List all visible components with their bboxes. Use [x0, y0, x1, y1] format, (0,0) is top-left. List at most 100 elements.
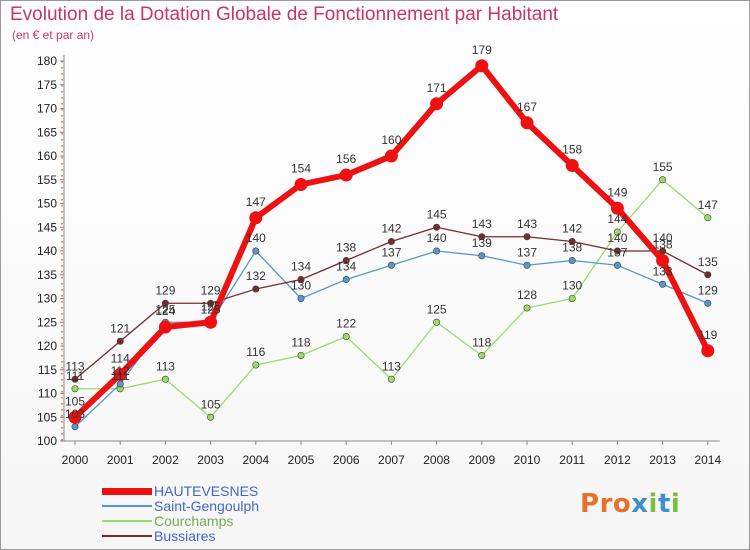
proxiti-logo: Proxiti [580, 489, 680, 519]
data-point [656, 254, 670, 267]
x-tick-label: 2002 [152, 453, 179, 467]
legend-label: Saint-Gengoulph [154, 498, 260, 514]
data-label: 134 [291, 260, 311, 274]
data-point [433, 247, 441, 255]
logo-letter: t [657, 489, 671, 519]
data-point [478, 351, 486, 359]
data-label: 171 [427, 81, 447, 95]
data-label: 138 [653, 238, 673, 252]
data-label: 103 [65, 407, 85, 421]
data-label: 130 [291, 279, 311, 293]
legend-swatch [102, 505, 152, 507]
x-tick-label: 2001 [107, 453, 134, 467]
series-line-saint-gengoulph [74, 250, 709, 428]
y-tick-label: 140 [37, 244, 57, 258]
data-point [475, 59, 489, 73]
x-tick-label: 2000 [62, 453, 89, 467]
data-label: 155 [653, 160, 673, 174]
y-tick-label: 155 [37, 173, 57, 187]
x-tick-label: 2004 [242, 453, 269, 467]
series-layer [68, 59, 715, 431]
data-label: 137 [517, 245, 537, 259]
data-point [523, 233, 531, 241]
legend-swatch [102, 520, 152, 522]
data-label: 118 [291, 336, 310, 350]
data-point [610, 201, 624, 215]
data-label: 156 [336, 152, 356, 166]
data-point [158, 320, 172, 334]
legend-label: HAUTEVESNES [154, 483, 259, 499]
data-label: 114 [111, 352, 130, 366]
data-label: 128 [517, 288, 537, 302]
logo-letter: i [648, 489, 658, 519]
data-point [113, 368, 127, 381]
data-label: 134 [336, 260, 356, 274]
data-label: 142 [562, 222, 582, 236]
logo-letter: o [612, 489, 632, 519]
data-label: 167 [517, 100, 537, 114]
data-point [297, 351, 305, 359]
data-label: 142 [381, 222, 401, 236]
data-point [613, 247, 621, 255]
y-tick-label: 130 [37, 292, 57, 306]
data-point [568, 256, 576, 264]
data-point [387, 238, 395, 246]
data-point [523, 304, 531, 312]
data-label: 179 [472, 43, 492, 57]
data-point [523, 261, 531, 269]
data-point [387, 375, 395, 383]
data-label: 154 [291, 162, 311, 176]
data-label: 118 [472, 336, 491, 350]
data-label: 105 [201, 397, 221, 411]
data-label: 132 [246, 269, 266, 283]
data-label: 129 [201, 283, 221, 297]
data-label: 125 [201, 302, 221, 316]
data-point [116, 337, 124, 345]
y-tick-label: 165 [37, 125, 57, 139]
chart-title: Evolution de la Dotation Globale de Fonc… [10, 4, 559, 25]
data-label: 139 [472, 236, 492, 250]
data-labels: 111 1111131051161181221131251181281301441… [65, 43, 718, 421]
data-point [704, 271, 712, 279]
y-tick-label: 110 [38, 387, 57, 401]
x-tick-label: 2005 [288, 453, 315, 467]
logo-letter: r [599, 489, 613, 519]
data-label: 140 [427, 231, 447, 245]
data-label: 130 [562, 279, 582, 293]
data-point [207, 299, 215, 307]
legend-swatch [102, 487, 152, 495]
data-point [252, 247, 260, 255]
x-tick-label: 2012 [604, 453, 631, 467]
data-label: 135 [698, 255, 718, 269]
data-point [387, 261, 395, 269]
legend-swatch [102, 535, 152, 537]
data-point [297, 275, 305, 283]
data-label: 144 [607, 212, 627, 226]
data-label: 111 [111, 369, 130, 383]
x-tick-label: 2011 [559, 453, 585, 467]
data-point [207, 413, 215, 421]
x-tick-label: 2013 [649, 453, 676, 467]
x-tick-label: 2014 [694, 453, 721, 467]
logo-letter: x [631, 489, 649, 519]
y-tick-label: 150 [37, 197, 57, 211]
data-label: 129 [698, 283, 718, 297]
data-label: 140 [653, 231, 673, 245]
data-label: 160 [381, 133, 401, 147]
y-tick-label: 105 [37, 410, 57, 424]
data-point [704, 299, 712, 307]
data-point [204, 315, 218, 329]
data-point [613, 228, 621, 236]
data-point [339, 168, 353, 182]
data-label: 111 [66, 369, 85, 383]
data-point [294, 178, 308, 191]
data-label: 140 [607, 231, 627, 245]
data-point [659, 280, 667, 288]
data-point [249, 211, 263, 225]
data-point [342, 275, 350, 283]
data-point [704, 214, 712, 222]
data-label: 105 [65, 394, 85, 408]
x-tick-label: 2009 [468, 453, 495, 467]
data-label: 138 [562, 241, 582, 255]
x-tick-label: 2007 [378, 453, 405, 467]
